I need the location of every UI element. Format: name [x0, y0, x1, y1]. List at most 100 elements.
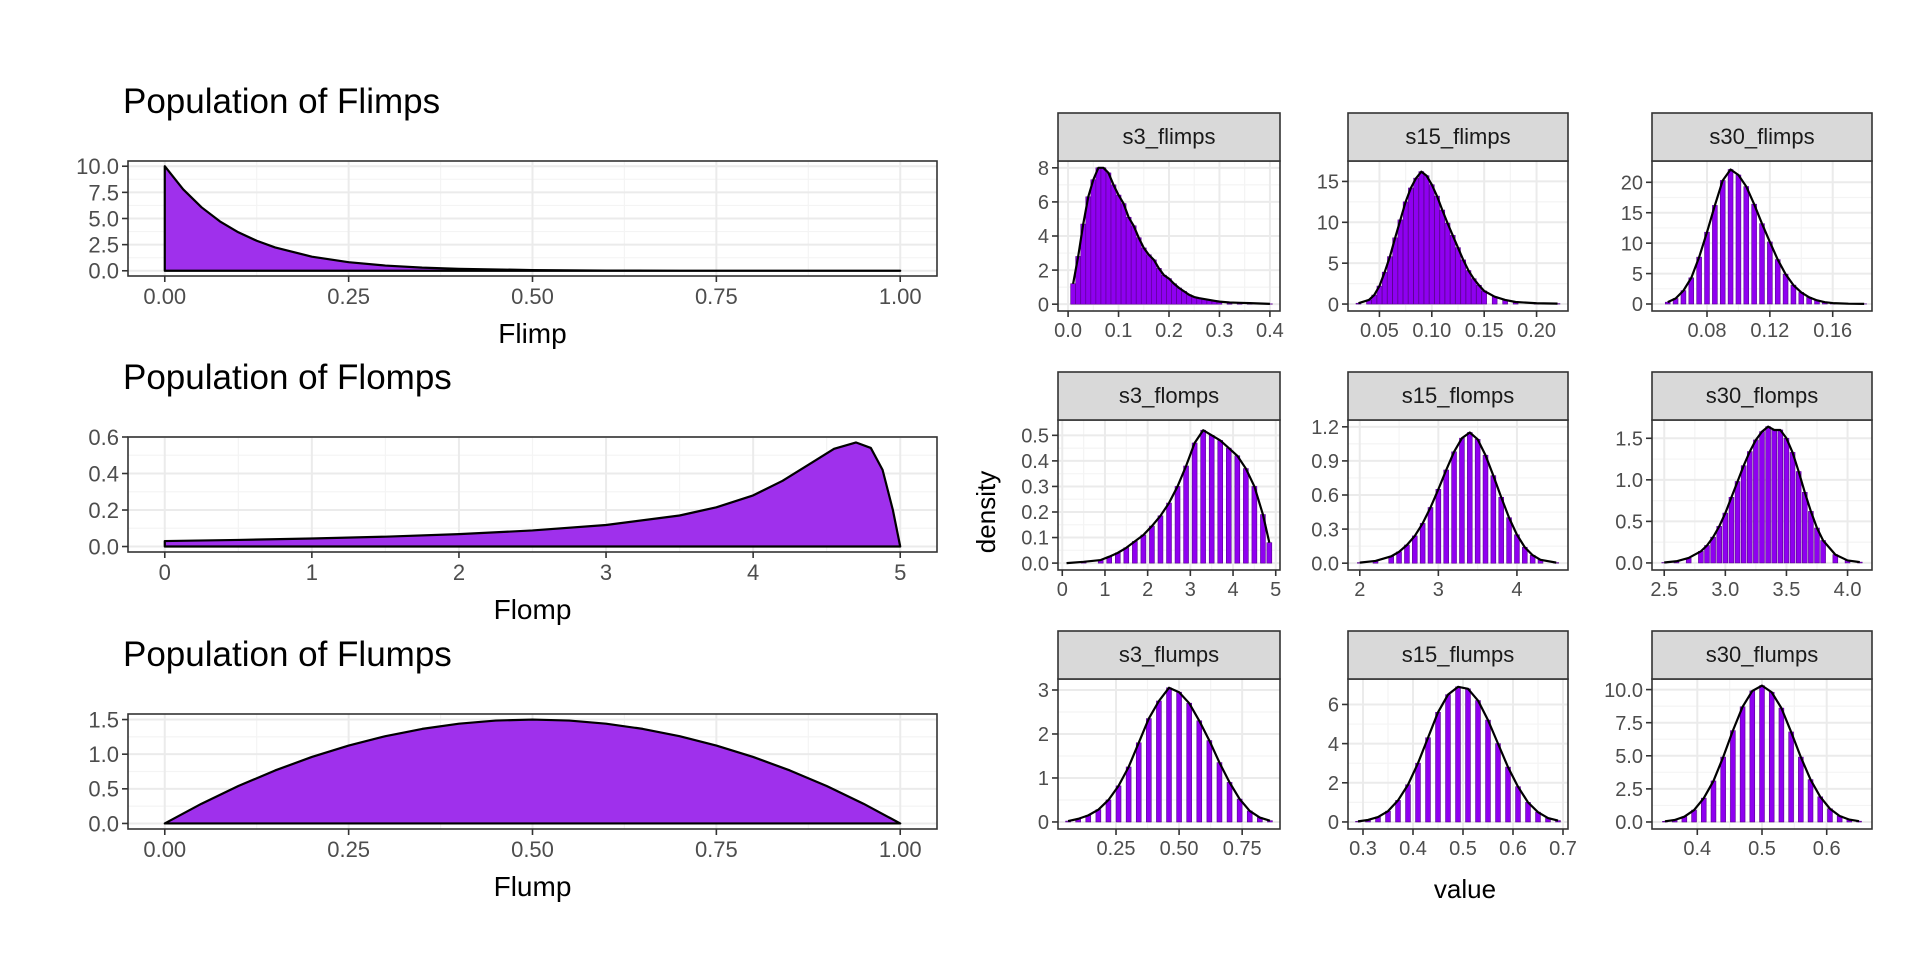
x-tick-label: 5	[1270, 579, 1281, 601]
histogram-bar	[1768, 691, 1775, 823]
histogram-bar	[1146, 254, 1152, 305]
facet-strip	[1347, 112, 1569, 162]
histogram-bar	[1802, 491, 1808, 564]
x-tick-label: 0.3	[1349, 838, 1377, 860]
x-tick-label: 0.6	[1813, 838, 1841, 860]
histogram-bar	[1475, 700, 1481, 823]
density-outline	[1066, 429, 1271, 565]
y-tick-label: 3	[1038, 680, 1049, 702]
panel-s30_flimps: 0.08 0.12 0.16 0 5 10 15 20 s30_flimps	[1621, 112, 1873, 342]
y-tick-label: 6	[1038, 192, 1049, 214]
facet-strip	[1057, 630, 1281, 680]
histogram-bar	[1217, 440, 1223, 564]
facet-strip-label: s30_flomps	[1706, 383, 1819, 408]
x-tick-label: 0.75	[695, 837, 738, 862]
y-tick-label: 2.5	[1615, 779, 1643, 801]
panel-s30_flomps: 2.5 3.0 3.5 4.0 0.0 0.5 1.0 1.5 s30_flomps	[1615, 371, 1873, 601]
histogram-bar	[1161, 274, 1167, 305]
histogram-bar	[1712, 205, 1718, 305]
histogram-bar	[1739, 706, 1746, 823]
histogram-bar	[1070, 283, 1076, 305]
y-tick-label: 2	[1038, 260, 1049, 282]
x-tick-label: 0.25	[327, 837, 370, 862]
histogram-bar	[1141, 247, 1147, 305]
y-tick-label: 10.0	[76, 154, 119, 179]
y-tick-label: 1.2	[1311, 417, 1339, 439]
density-outline	[1358, 170, 1558, 305]
y-tick-label: 0	[1038, 812, 1049, 834]
histogram-bar	[1140, 534, 1147, 564]
y-tick-label: 4	[1328, 734, 1339, 756]
y-tick-label: 0.2	[88, 498, 119, 523]
histogram-bar	[1419, 523, 1426, 564]
panel-flomps: 0 1 2 3 4 5 0.0 0.2 0.4 0.6 Population of Flomps Fl…	[88, 358, 938, 625]
x-tick-label: 0.50	[511, 284, 554, 309]
histogram-bar	[1090, 179, 1097, 305]
x-tick-label: 0	[1057, 579, 1068, 601]
histogram-bar	[1191, 442, 1198, 564]
histogram-bar	[1439, 209, 1446, 305]
y-tick-label: 0.5	[1615, 512, 1643, 534]
histogram-bar	[1120, 203, 1127, 305]
x-tick-label: 0.00	[143, 284, 186, 309]
y-tick-label: 10.0	[1604, 680, 1643, 702]
y-tick-label: 0.0	[88, 259, 119, 284]
histogram-bar	[1759, 431, 1765, 564]
histogram-bar	[1434, 195, 1440, 305]
y-tick-label: 1.0	[1615, 470, 1643, 492]
histogram-bar	[1719, 180, 1726, 305]
x-tick-label: 0.50	[511, 837, 554, 862]
facet-strip-label: s30_flumps	[1706, 642, 1819, 667]
x-tick-label: 3	[600, 560, 612, 585]
panel-s3_flumps: 0.25 0.50 0.75 0 1 2 3 s3_flumps	[1038, 630, 1281, 860]
x-tick-label: 5	[894, 560, 906, 585]
histogram-bar	[1226, 447, 1232, 564]
histogram-bar	[1100, 167, 1107, 305]
x-axis-title: Flump	[494, 871, 572, 902]
density-area	[163, 718, 902, 825]
y-tick-label: 0	[1328, 812, 1339, 834]
histogram-bar	[1156, 700, 1162, 823]
histogram-bar	[1716, 526, 1722, 564]
facet-strip	[1651, 371, 1873, 421]
y-tick-label: 0.0	[1615, 812, 1643, 834]
x-tick-label: 0.15	[1465, 320, 1504, 342]
x-tick-label: 3.0	[1711, 579, 1739, 601]
histogram-bar	[1765, 426, 1771, 564]
y-tick-label: 0.0	[1615, 553, 1643, 575]
y-tick-label: 5	[1632, 264, 1643, 286]
panel-title: Population of Flumps	[123, 635, 452, 674]
y-tick-label: 7.5	[88, 180, 119, 205]
y-tick-label: 0.4	[1021, 451, 1049, 473]
y-tick-label: 1.5	[1615, 428, 1643, 450]
x-tick-label: 4.0	[1834, 579, 1862, 601]
histogram-bar	[1412, 535, 1418, 564]
x-tick-label: 1.00	[879, 837, 922, 862]
x-tick-label: 4	[1511, 579, 1522, 601]
histogram-bar	[1443, 469, 1449, 564]
y-tick-label: 2	[1038, 724, 1049, 746]
y-tick-label: 0.0	[1021, 553, 1049, 575]
x-tick-label: 0.2	[1155, 320, 1183, 342]
y-tick-label: 0	[1328, 294, 1339, 316]
y-tick-label: 2.5	[88, 233, 119, 258]
facet-strip-label: s30_flimps	[1709, 124, 1814, 149]
histogram-bar	[1730, 730, 1736, 823]
histogram-bar	[1095, 167, 1102, 305]
x-tick-label: 2	[453, 560, 465, 585]
x-tick-label: 0.00	[143, 837, 186, 862]
panel-s15_flumps: 0.3 0.4 0.5 0.6 0.7 0 2 4 6 s15_flumps	[1328, 630, 1577, 860]
x-tick-label: 1	[306, 560, 318, 585]
histogram-bar	[1747, 451, 1753, 564]
y-tick-label: 7.5	[1615, 713, 1643, 735]
x-tick-label: 3.5	[1773, 579, 1801, 601]
x-tick-label: 1.00	[879, 284, 922, 309]
y-tick-label: 1	[1038, 768, 1049, 790]
histogram-bar	[1485, 719, 1491, 823]
x-tick-label: 0.7	[1549, 838, 1577, 860]
panel-s15_flimps: 0.05 0.10 0.15 0.20 0 5 10 15 s15_flimps	[1317, 112, 1569, 342]
histogram-bar	[1105, 172, 1112, 305]
x-tick-label: 0.25	[1097, 838, 1136, 860]
y-tick-label: 0.3	[1021, 477, 1049, 499]
